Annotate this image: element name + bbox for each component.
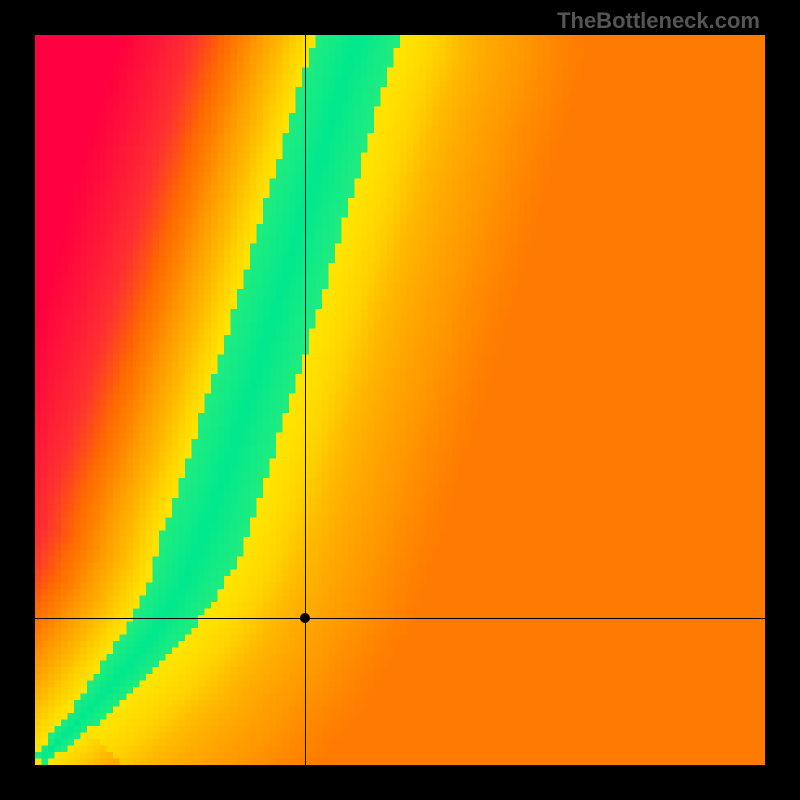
crosshair-vertical [305, 35, 306, 765]
crosshair-horizontal [35, 618, 765, 619]
watermark-text: TheBottleneck.com [557, 8, 760, 34]
bottleneck-heatmap [35, 35, 765, 765]
chart-container: TheBottleneck.com [0, 0, 800, 800]
